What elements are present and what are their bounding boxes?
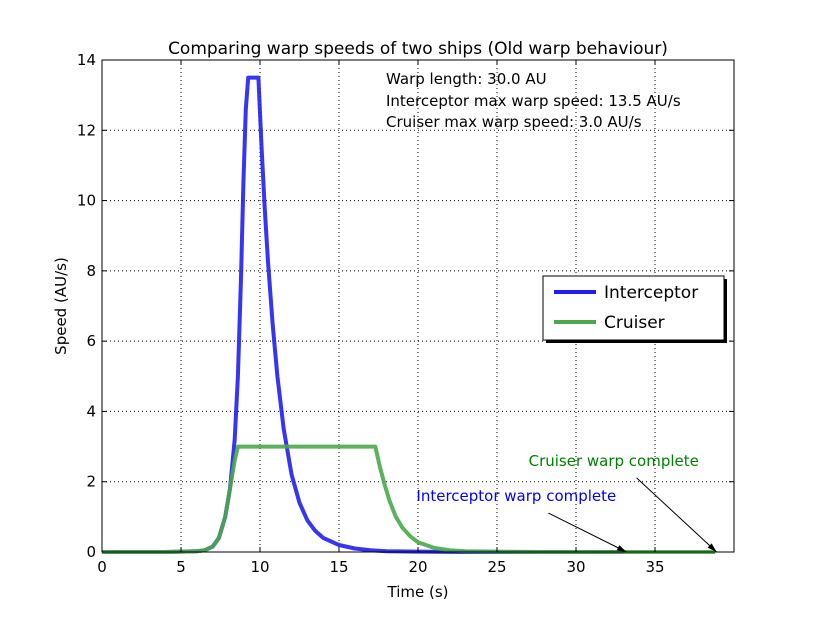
y-tick-label: 14	[77, 51, 96, 69]
y-tick-label: 10	[77, 192, 96, 210]
info-warp-length: Warp length: 30.0 AU	[386, 70, 547, 88]
y-tick-label: 4	[86, 402, 96, 420]
legend: Interceptor Cruiser	[542, 275, 727, 343]
info-interceptor-max-speed: Interceptor max warp speed: 13.5 AU/s	[386, 92, 681, 110]
y-axis-label: Speed (AU/s)	[52, 257, 70, 355]
y-tick-label: 6	[86, 332, 96, 350]
x-tick-label: 0	[97, 558, 107, 576]
info-text-block: Warp length: 30.0 AU Interceptor max war…	[386, 70, 681, 131]
y-tick-label: 8	[86, 262, 96, 280]
x-axis-label: Time (s)	[387, 583, 449, 601]
annotation-label: Interceptor warp complete	[416, 487, 616, 505]
x-tick-label: 30	[566, 558, 585, 576]
legend-label-cruiser: Cruiser	[604, 313, 665, 333]
annotation-arrow-line	[548, 512, 627, 553]
grid-layer	[102, 60, 734, 552]
x-tick-label: 15	[329, 558, 348, 576]
legend-box	[542, 275, 725, 341]
annotation-arrow-head	[707, 543, 717, 552]
chart-title: Comparing warp speeds of two ships (Old …	[168, 39, 668, 59]
y-tick-label: 0	[86, 543, 96, 561]
y-tick-label: 2	[86, 473, 96, 491]
legend-label-interceptor: Interceptor	[604, 283, 698, 303]
annotation-label: Cruiser warp complete	[529, 452, 699, 470]
annotation-arrow-head	[616, 545, 627, 552]
info-cruiser-max-speed: Cruiser max warp speed: 3.0 AU/s	[386, 113, 642, 131]
x-tick-label: 10	[250, 558, 269, 576]
y-tick-label: 12	[77, 121, 96, 139]
series-line-cruiser	[102, 444, 715, 554]
annotation-arrow-line	[636, 477, 717, 553]
x-tick-label: 20	[408, 558, 427, 576]
x-tick-label: 25	[487, 558, 506, 576]
x-tick-label: 5	[176, 558, 186, 576]
series-layer	[102, 75, 715, 554]
ticks-layer: 0 5 10 15 20 25 30 35 0 2 4 6 8 10 12 14	[77, 51, 734, 576]
x-tick-label: 35	[645, 558, 664, 576]
annotation-layer: Interceptor warp complete Cruiser warp co…	[416, 452, 717, 553]
